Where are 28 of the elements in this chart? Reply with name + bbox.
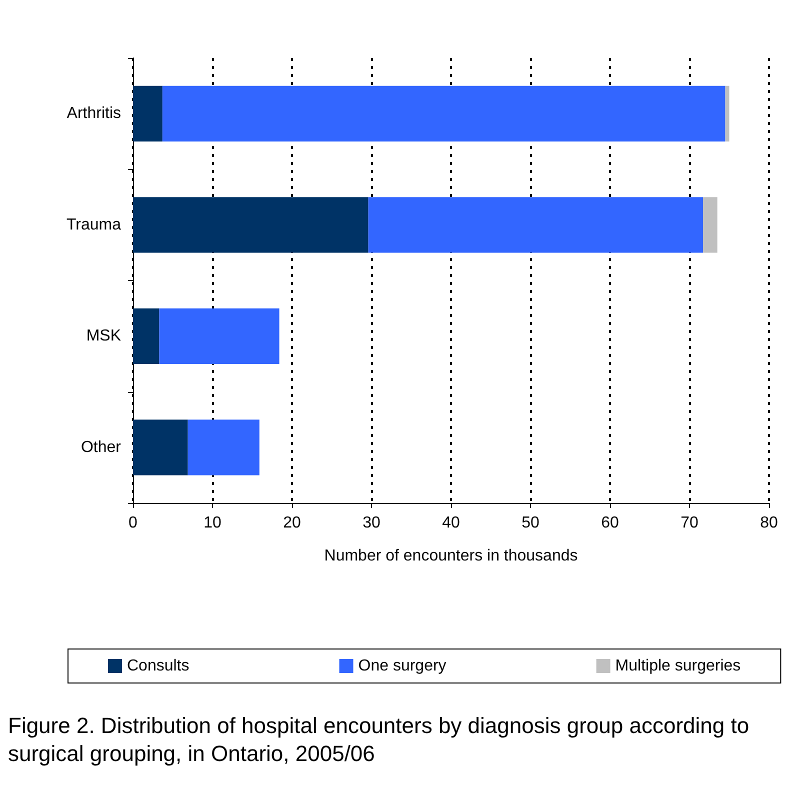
bar <box>188 420 260 476</box>
x-axis-title: Number of encounters in thousands <box>324 548 578 564</box>
y-tick-label: MSK <box>86 328 122 345</box>
y-tick-label: Other <box>80 438 122 456</box>
legend-label: Multiple surgeries <box>615 658 741 674</box>
bar <box>162 86 726 142</box>
bar <box>159 308 280 364</box>
bar <box>725 86 730 142</box>
y-tick-label: Arthritis <box>66 105 121 122</box>
legend-label: One surgery <box>358 658 446 674</box>
x-tick-label: 80 <box>760 514 778 532</box>
x-tick-label: 20 <box>283 514 301 532</box>
bar <box>133 197 368 253</box>
legend-label: Consults <box>127 658 190 674</box>
x-tick-label: 50 <box>522 514 540 532</box>
bar <box>703 197 718 253</box>
bar <box>133 308 160 364</box>
bar <box>133 420 188 476</box>
x-tick-label: 70 <box>680 514 698 532</box>
bar <box>133 86 162 142</box>
x-tick-label: 30 <box>362 514 380 532</box>
x-tick-label: 60 <box>601 514 619 532</box>
x-tick-label: 10 <box>204 514 222 532</box>
x-tick-label: 0 <box>128 514 138 532</box>
text: Figure 2. Distribution of hospital encounters by diagnosis group according to surgical grouping, in Ontario, 2005/06 <box>8 712 750 768</box>
bar <box>368 197 704 253</box>
x-tick-label: 40 <box>442 514 460 532</box>
y-tick-label: Trauma <box>66 216 122 234</box>
